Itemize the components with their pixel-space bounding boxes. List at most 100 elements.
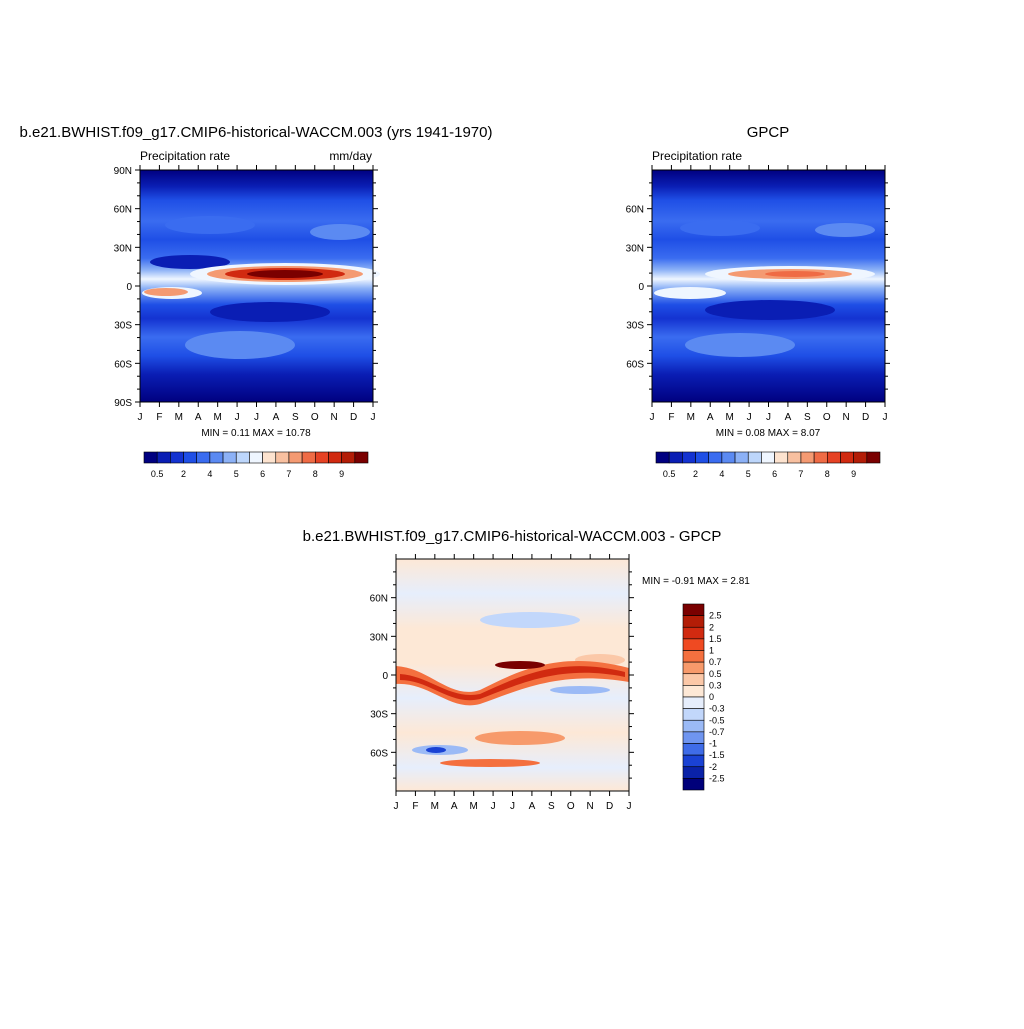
panel-obs-shade [705,300,835,320]
colorbar-label: -0.7 [709,727,725,737]
colorbar-swatch [682,778,705,791]
x-tick-label: J [394,801,399,812]
colorbar-swatch [288,451,303,464]
x-tick-label: J [371,412,376,423]
colorbar-label: 0.3 [709,680,722,690]
colorbar-swatch [682,451,696,464]
panel-model-shade [310,224,370,240]
colorbar-label: -2 [709,762,717,772]
colorbar-swatch [800,451,815,464]
panel-obs-stats: MIN = 0.08 MAX = 8.07 [716,428,821,439]
x-tick-label: J [138,412,143,423]
colorbar-swatch [682,731,705,744]
colorbar-swatch [196,451,211,464]
panel-obs-y-axis: 60N 30N 0 30S 60S [626,182,890,390]
panel-obs-field [652,170,885,402]
colorbar-label: -1.5 [709,750,725,760]
colorbar-label: 8 [825,469,830,479]
x-tick-label: A [195,412,202,423]
y-tick-label: 0 [126,282,132,293]
x-tick-label: A [529,801,536,812]
x-tick-label: D [350,412,357,423]
panel-obs-left-label: Precipitation rate [652,149,742,163]
colorbar-swatch [222,451,237,464]
colorbar-label: 1 [709,646,714,656]
x-tick-label: N [843,412,850,423]
colorbar-swatch [170,451,184,464]
colorbar-label: 1.5 [709,634,722,644]
panel-obs-itcz [765,271,825,277]
x-tick-label: F [156,412,162,423]
x-tick-label: J [491,801,496,812]
x-tick-label: J [510,801,515,812]
colorbar-swatch [156,451,171,464]
colorbar-swatch [682,673,705,686]
x-tick-label: M [431,801,439,812]
y-tick-label: 60N [370,594,388,605]
colorbar-label: 2 [181,469,186,479]
colorbar-swatch [682,708,705,721]
colorbar-swatch [682,661,705,675]
colorbar-label: -0.5 [709,715,725,725]
colorbar-swatch [275,451,290,464]
panel-model-shade [165,216,255,234]
colorbar-swatch [826,451,841,464]
colorbar-swatch [682,626,705,640]
y-tick-label: 0 [382,671,388,682]
panel-obs: GPCP Precipitation rate 60N 30N 0 30S 60S J F… [626,124,890,479]
colorbar-label: 5 [234,469,239,479]
colorbar-swatch [655,451,670,464]
x-tick-label: D [606,801,613,812]
panel-diff-shade [440,759,540,767]
colorbar-swatch [774,451,789,464]
colorbar-label: 7 [286,469,291,479]
colorbar-swatch [314,451,329,464]
x-tick-label: S [292,412,299,423]
colorbar-swatch [328,451,342,464]
colorbar-swatch [249,451,263,464]
panel-obs-title: GPCP [747,124,790,141]
colorbar-swatch [668,451,683,464]
colorbar-swatch [721,451,736,464]
panel-diff-shade [426,747,446,753]
x-tick-label: S [804,412,811,423]
colorbar-label: 8 [313,469,318,479]
panel-obs-shade [680,220,760,236]
x-tick-label: M [725,412,733,423]
x-tick-label: M [469,801,477,812]
colorbar-swatch [354,451,369,464]
y-tick-label: 30N [370,632,388,643]
x-tick-label: M [687,412,695,423]
colorbar-swatch [682,743,705,756]
colorbar-swatch [682,719,705,733]
colorbar-swatch [866,451,881,464]
colorbar-swatch [747,451,762,464]
y-tick-label: 90N [114,166,132,177]
colorbar-swatch [761,451,775,464]
panel-model-plot [139,169,380,403]
colorbar-swatch [682,766,705,779]
panel-diff-title: b.e21.BWHIST.f09_g17.CMIP6-historical-WA… [303,528,722,545]
y-tick-label: 90S [114,398,132,409]
colorbar-label: 6 [260,469,265,479]
colorbar-label: 9 [339,469,344,479]
colorbar-swatch [143,451,158,464]
panel-diff-core [495,661,545,669]
colorbar-label: -1 [709,739,717,749]
y-tick-label: 0 [638,282,644,293]
x-tick-label: O [567,801,575,812]
panel-model-shade [150,255,230,269]
x-tick-label: N [331,412,338,423]
colorbar-swatch [209,451,224,464]
x-tick-label: A [785,412,792,423]
panel-model-shade [144,288,188,296]
colorbar-swatch [682,696,705,709]
x-tick-label: A [707,412,714,423]
colorbar-label: 9 [851,469,856,479]
colorbar-label: 2.5 [709,611,722,621]
x-tick-label: D [862,412,869,423]
panel-diff-band [400,666,625,701]
